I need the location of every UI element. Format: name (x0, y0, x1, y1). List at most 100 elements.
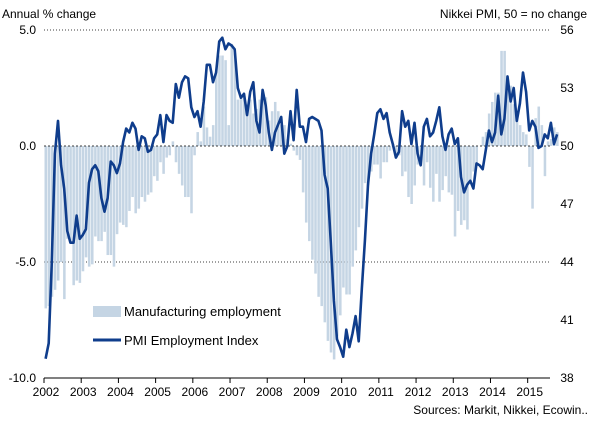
bar (264, 97, 268, 146)
left-tick-label: -10.0 (9, 371, 37, 385)
x-tick-label: 2009 (293, 385, 320, 399)
right-tick-label: 50 (560, 139, 574, 153)
bar (72, 146, 75, 286)
right-tick-label: 38 (560, 371, 574, 385)
bar (348, 146, 351, 295)
x-tick-label: 2005 (144, 385, 171, 399)
bar (351, 146, 354, 267)
bar (528, 146, 531, 167)
bar (546, 141, 550, 146)
bar (385, 146, 389, 163)
bar (224, 60, 227, 146)
bar (236, 99, 240, 146)
bar (497, 92, 500, 146)
bar (227, 125, 230, 146)
gridlines (44, 29, 550, 263)
bar (459, 146, 463, 225)
bar (407, 146, 410, 198)
x-tick-label: 2014 (479, 385, 506, 399)
bar (112, 146, 116, 267)
x-tick-label: 2002 (33, 385, 60, 399)
bar (360, 146, 364, 209)
bar (94, 146, 97, 237)
legend-label-pmi-employment-index: PMI Employment Index (124, 333, 259, 348)
bar (171, 141, 175, 146)
bar (500, 50, 503, 146)
bar (388, 146, 392, 151)
bar (509, 85, 513, 146)
bar (125, 146, 128, 228)
bar (153, 146, 156, 177)
bar (75, 146, 79, 281)
left-axis-ticks: 5.0 0.0 -5.0 -10.0 (9, 23, 37, 385)
bar (261, 97, 265, 146)
bar (394, 146, 398, 158)
bar (134, 146, 137, 214)
pmi-line (44, 36, 559, 359)
bar (410, 146, 413, 204)
bar (159, 146, 162, 163)
bar (156, 146, 159, 181)
bar (314, 146, 317, 274)
bar (180, 146, 184, 186)
bar (122, 146, 125, 225)
right-tick-label: 56 (560, 23, 574, 37)
bar (453, 146, 457, 237)
x-tick-label: 2013 (442, 385, 469, 399)
bar (109, 146, 113, 256)
bar (162, 146, 165, 174)
bar (103, 146, 106, 232)
x-tick-label: 2003 (70, 385, 97, 399)
bar (78, 146, 82, 283)
bar (304, 146, 308, 223)
bar (233, 53, 237, 147)
bar (255, 108, 258, 146)
bar (289, 143, 292, 146)
right-axis-title: Nikkei PMI, 50 = no change (440, 7, 587, 21)
x-axis-ticks: 2002 2003 2004 2005 2006 2007 2008 2009 2010 2011… (33, 378, 543, 399)
bar (242, 94, 246, 146)
bar (342, 146, 345, 288)
bar (187, 146, 190, 198)
bar (373, 146, 376, 165)
bar (490, 101, 494, 146)
legend: Manufacturing employment PMI Employment … (93, 304, 281, 348)
bar (438, 146, 441, 202)
bar (143, 146, 147, 202)
bar (165, 146, 168, 158)
bar (463, 146, 466, 221)
bar (326, 146, 330, 341)
bar (190, 146, 193, 214)
right-axis-ticks: 56 53 50 47 44 41 38 (560, 23, 574, 385)
bar (422, 146, 426, 186)
bar (317, 146, 320, 297)
bar (177, 146, 181, 174)
legend-swatch-manufacturing-employment (93, 306, 121, 317)
bar (323, 146, 327, 323)
bar (211, 125, 215, 146)
bar (44, 146, 48, 309)
bar (466, 146, 469, 230)
bar (401, 146, 404, 177)
bar (549, 139, 553, 146)
bar (298, 146, 302, 160)
bar (425, 146, 429, 163)
bar (252, 113, 255, 146)
bar (432, 146, 435, 202)
x-tick-label: 2008 (256, 385, 283, 399)
bar (140, 146, 144, 198)
bar (537, 106, 541, 146)
bar (357, 146, 361, 228)
left-tick-label: 5.0 (19, 23, 36, 37)
bar (56, 146, 60, 281)
right-tick-label: 53 (560, 81, 574, 95)
bar (332, 146, 336, 360)
bar (146, 146, 150, 195)
bar (60, 146, 63, 262)
bar (292, 146, 296, 151)
bar (339, 146, 342, 316)
bar (556, 132, 559, 146)
bar (308, 146, 311, 242)
bar (450, 146, 454, 195)
bar (115, 146, 119, 235)
